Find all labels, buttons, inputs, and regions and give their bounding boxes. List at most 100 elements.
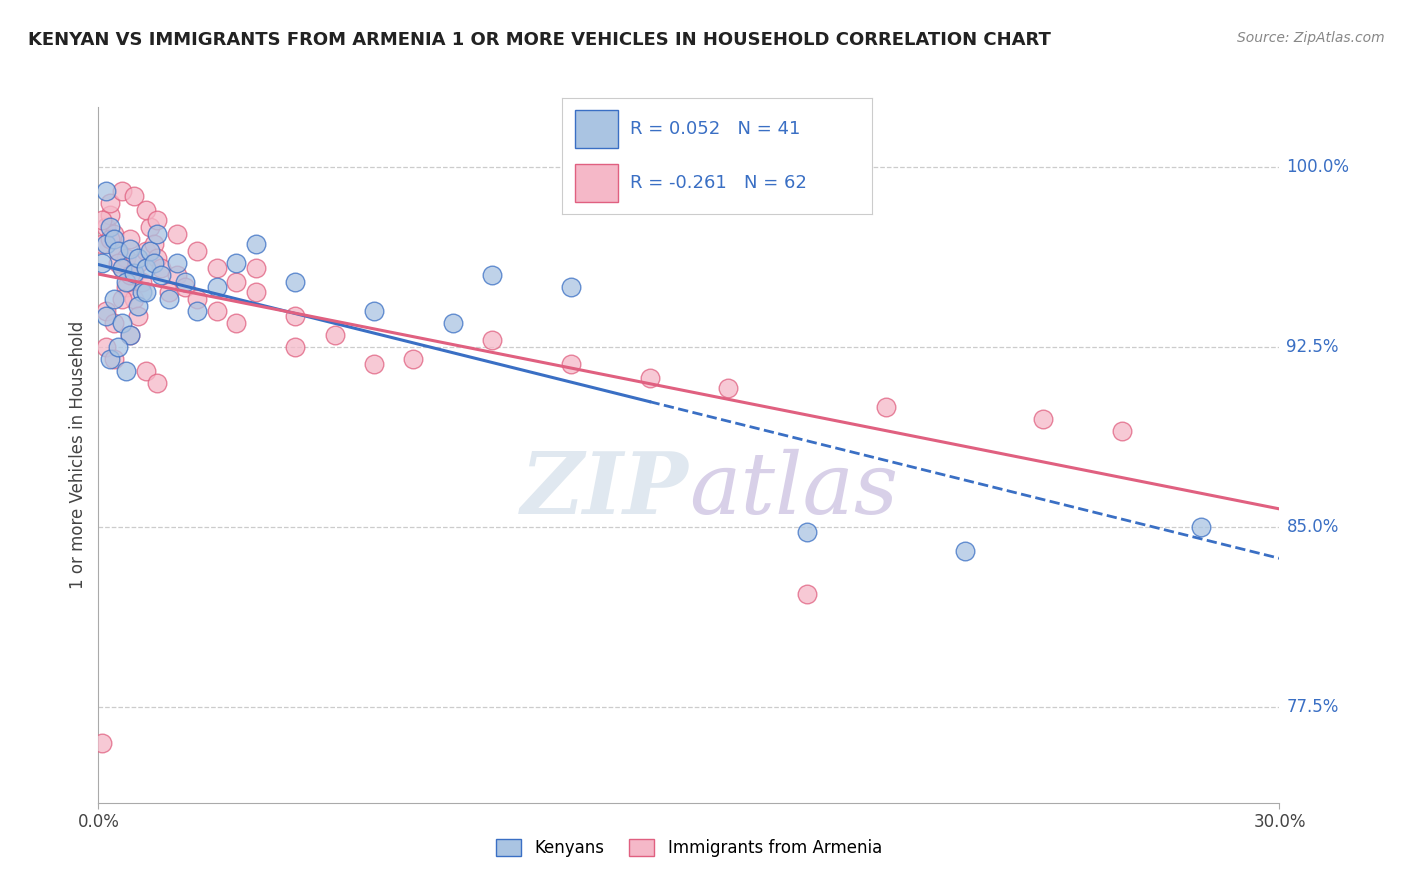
Point — [796, 587, 818, 601]
Point — [150, 268, 173, 282]
Point — [98, 196, 121, 211]
Point — [96, 236, 118, 251]
Point — [717, 381, 740, 395]
Point — [142, 236, 165, 251]
Text: KENYAN VS IMMIGRANTS FROM ARMENIA 1 OR MORE VEHICLES IN HOUSEHOLD CORRELATION CH: KENYAN VS IMMIGRANTS FROM ARMENIA 1 OR M… — [28, 31, 1052, 49]
Point — [98, 219, 121, 234]
Point — [111, 260, 134, 275]
Point — [103, 316, 125, 330]
Point — [150, 260, 173, 275]
Point — [245, 285, 267, 299]
Point — [166, 268, 188, 282]
Point — [111, 292, 134, 306]
Point — [98, 351, 121, 366]
Point — [96, 309, 118, 323]
Text: 77.5%: 77.5% — [1286, 698, 1339, 716]
Point — [363, 304, 385, 318]
Point — [127, 251, 149, 265]
Point — [796, 524, 818, 539]
Point — [135, 244, 157, 258]
Text: atlas: atlas — [689, 449, 898, 531]
Point — [118, 232, 141, 246]
Point — [115, 251, 138, 265]
Point — [560, 357, 582, 371]
Point — [1189, 520, 1212, 534]
FancyBboxPatch shape — [575, 110, 619, 148]
Point — [131, 285, 153, 299]
Point — [402, 351, 425, 366]
Point — [118, 328, 141, 343]
Point — [481, 268, 503, 282]
Point — [205, 280, 228, 294]
Point — [638, 371, 661, 385]
Point — [122, 189, 145, 203]
Point — [135, 260, 157, 275]
Point — [146, 251, 169, 265]
Point — [111, 184, 134, 198]
Point — [96, 304, 118, 318]
Point — [135, 285, 157, 299]
Point — [953, 544, 976, 558]
Point — [205, 304, 228, 318]
Point — [107, 256, 129, 270]
Point — [127, 256, 149, 270]
Point — [127, 299, 149, 313]
Point — [1111, 424, 1133, 438]
Point — [138, 219, 160, 234]
Point — [103, 227, 125, 242]
Point — [186, 292, 208, 306]
Point — [127, 309, 149, 323]
Point — [103, 292, 125, 306]
Point — [115, 280, 138, 294]
Point — [118, 268, 141, 282]
Point — [91, 736, 114, 750]
Text: R = 0.052   N = 41: R = 0.052 N = 41 — [630, 120, 801, 138]
Point — [560, 280, 582, 294]
Point — [91, 236, 114, 251]
Point — [225, 256, 247, 270]
Text: 92.5%: 92.5% — [1286, 338, 1339, 356]
Point — [323, 328, 346, 343]
Point — [122, 268, 145, 282]
Point — [225, 316, 247, 330]
Point — [103, 232, 125, 246]
Text: R = -0.261   N = 62: R = -0.261 N = 62 — [630, 174, 807, 192]
Text: Source: ZipAtlas.com: Source: ZipAtlas.com — [1237, 31, 1385, 45]
Point — [441, 316, 464, 330]
Point — [118, 328, 141, 343]
Point — [174, 275, 197, 289]
Point — [284, 340, 307, 354]
Point — [245, 260, 267, 275]
Point — [166, 227, 188, 242]
Point — [363, 357, 385, 371]
Point — [131, 275, 153, 289]
Point — [186, 304, 208, 318]
Point — [284, 275, 307, 289]
Text: 100.0%: 100.0% — [1286, 158, 1350, 176]
Point — [96, 184, 118, 198]
Point — [107, 244, 129, 258]
Point — [107, 244, 129, 258]
Point — [103, 351, 125, 366]
Point — [96, 219, 118, 234]
Point — [166, 256, 188, 270]
Point — [115, 275, 138, 289]
Point — [157, 292, 180, 306]
Point — [146, 227, 169, 242]
Point — [98, 208, 121, 222]
Point — [135, 203, 157, 218]
Point — [91, 256, 114, 270]
Point — [135, 364, 157, 378]
Point — [118, 242, 141, 256]
Point — [205, 260, 228, 275]
Point — [111, 316, 134, 330]
Point — [174, 280, 197, 294]
Point — [146, 376, 169, 390]
Point — [1032, 412, 1054, 426]
Point — [142, 256, 165, 270]
Point — [138, 244, 160, 258]
Point — [91, 212, 114, 227]
Text: 85.0%: 85.0% — [1286, 518, 1339, 536]
Point — [875, 400, 897, 414]
Point — [98, 232, 121, 246]
